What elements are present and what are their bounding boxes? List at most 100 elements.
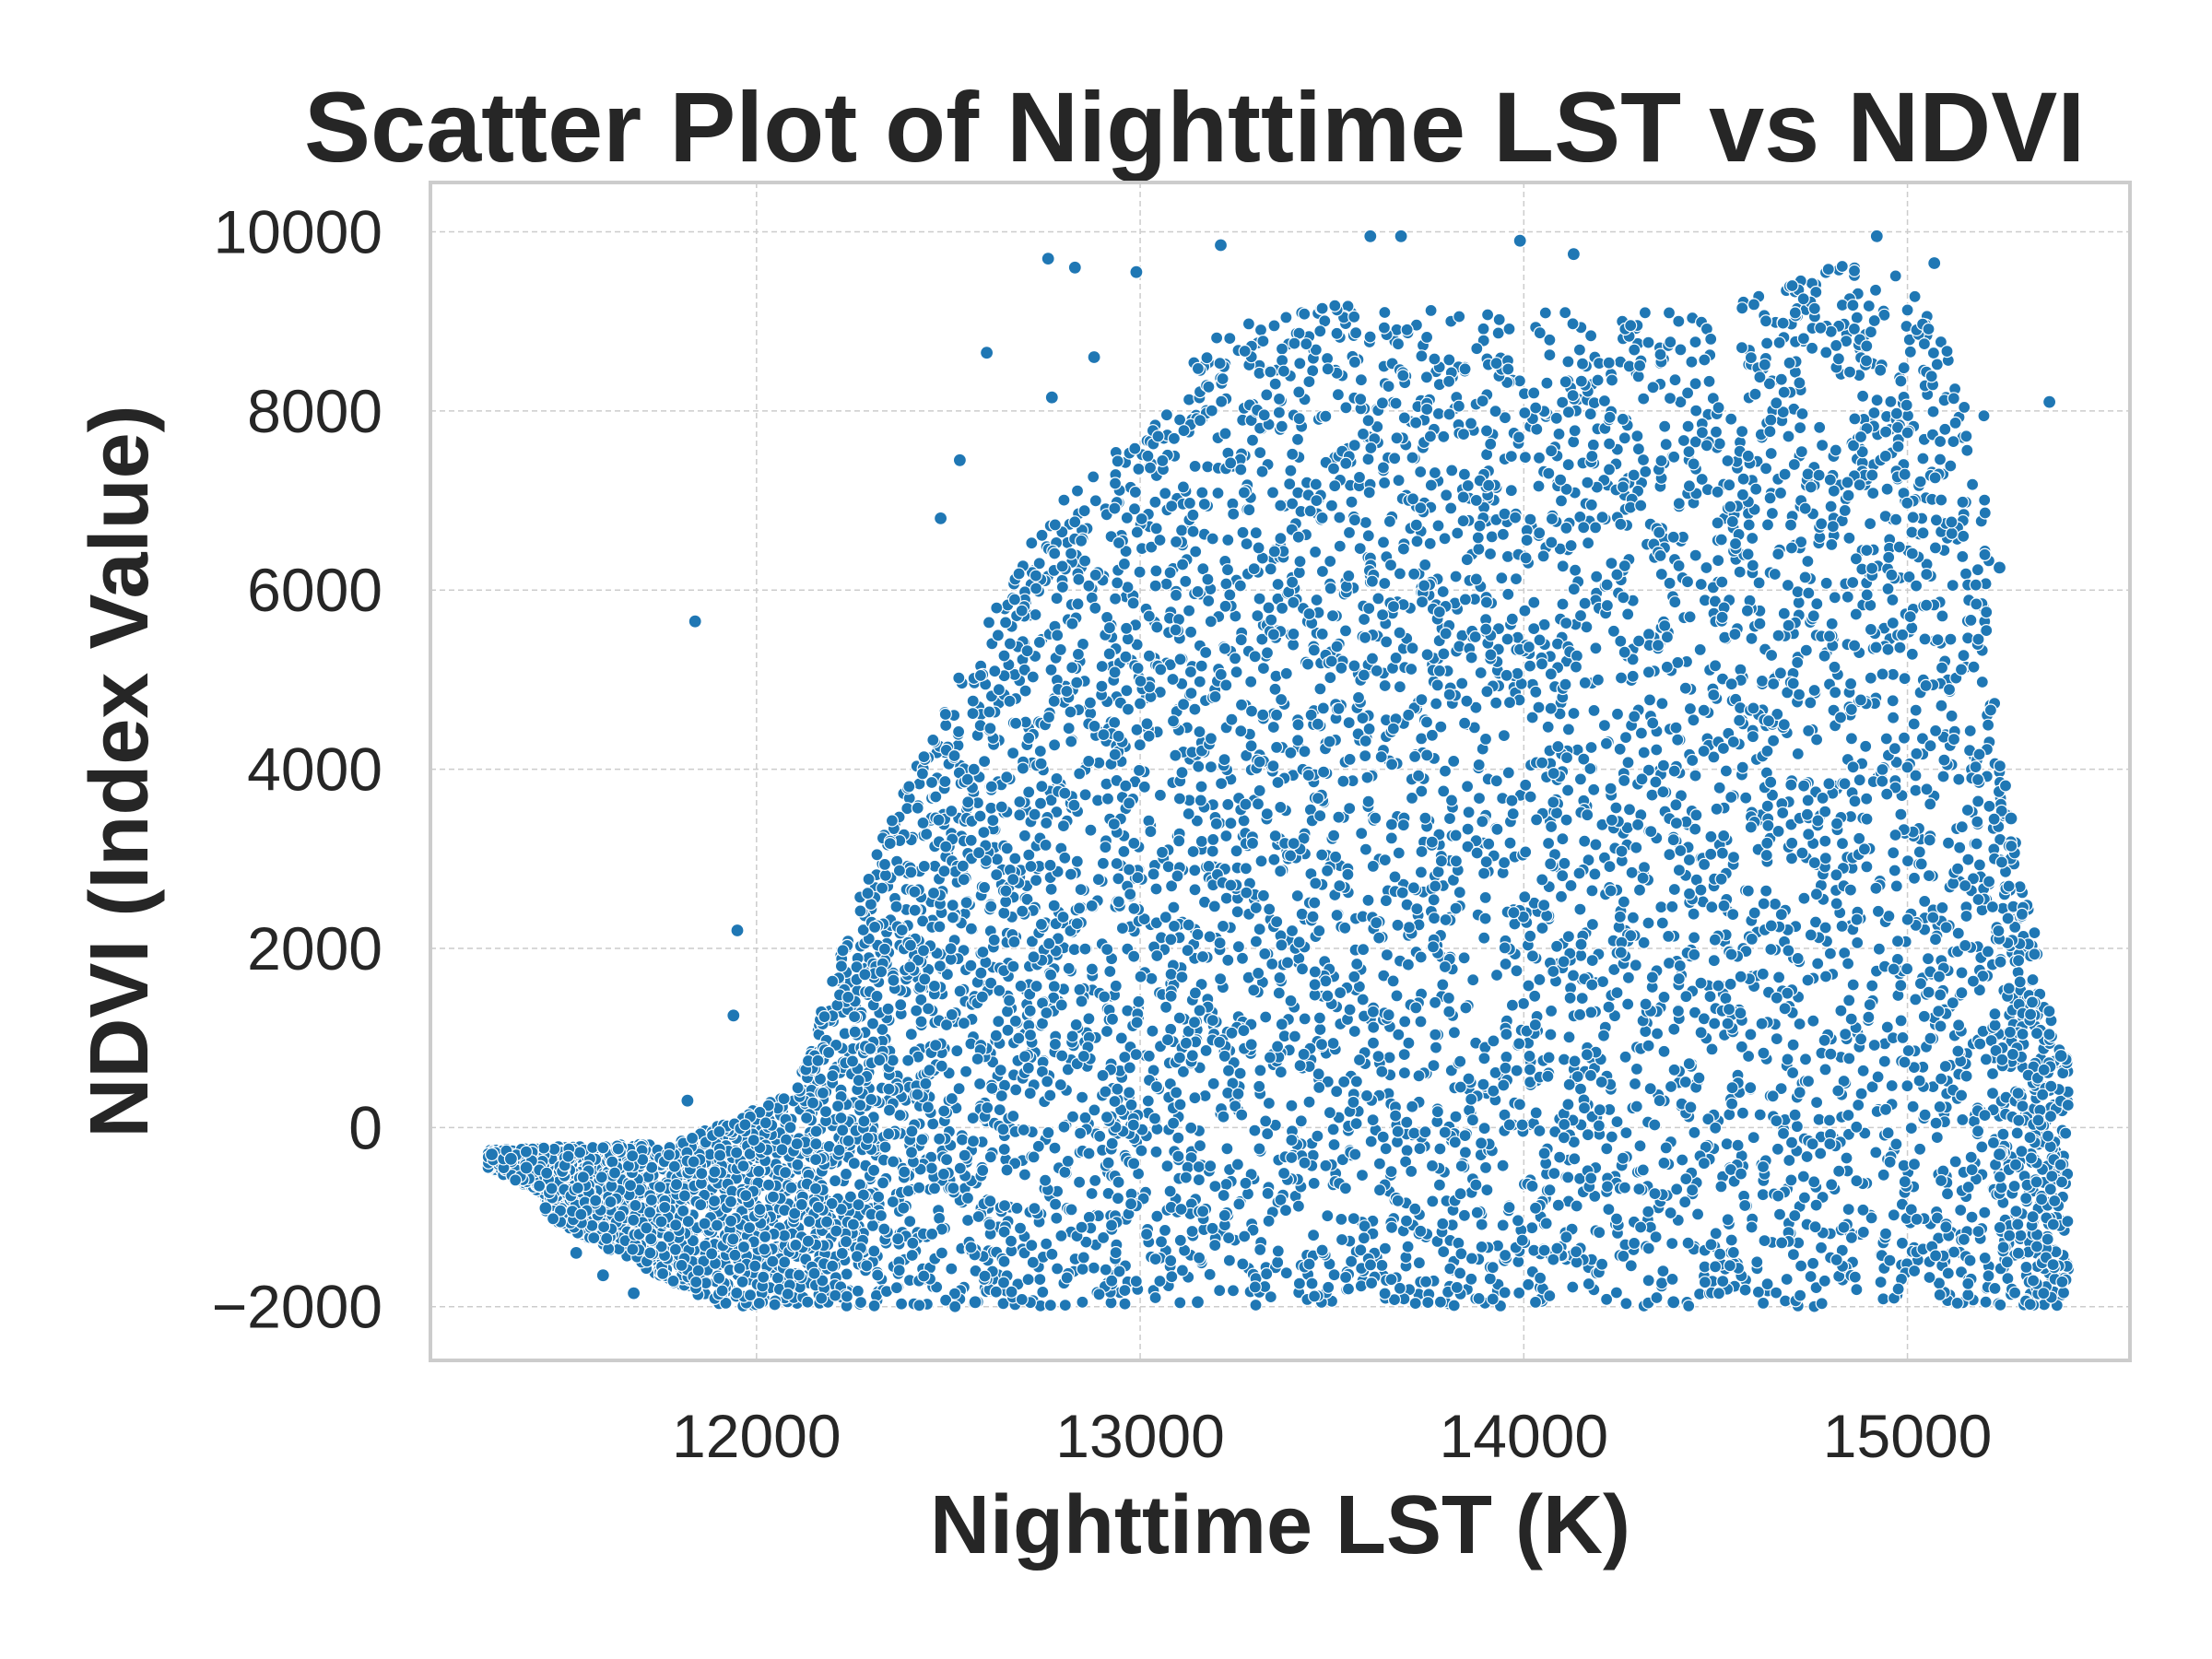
- scatter-point: [1864, 622, 1878, 637]
- scatter-point: [1275, 342, 1289, 356]
- scatter-point: [1357, 612, 1371, 627]
- scatter-point: [1406, 881, 1421, 895]
- scatter-point: [1656, 759, 1671, 772]
- scatter-point: [1785, 836, 1799, 850]
- scatter-point: [1478, 1160, 1493, 1175]
- scatter-point: [1240, 536, 1253, 551]
- scatter-point: [1639, 1024, 1653, 1039]
- scatter-point: [1253, 592, 1266, 606]
- scatter-point: [1263, 902, 1277, 916]
- scatter-point: [1913, 1142, 1927, 1156]
- scatter-point: [1500, 549, 1515, 564]
- scatter-point: [1247, 983, 1261, 997]
- scatter-point: [1029, 607, 1042, 622]
- scatter-point: [1978, 1206, 1992, 1219]
- scatter-point: [1133, 697, 1147, 711]
- scatter-point: [1265, 486, 1280, 500]
- scatter-point: [1683, 701, 1698, 716]
- scatter-point: [1822, 1113, 1837, 1127]
- scatter-point: [1290, 888, 1304, 903]
- scatter-point: [1327, 1268, 1341, 1282]
- scatter-point: [1453, 310, 1466, 324]
- scatter-point: [1561, 355, 1575, 369]
- scatter-point: [1630, 429, 1644, 443]
- scatter-point: [1414, 465, 1428, 479]
- scatter-point: [1549, 939, 1564, 953]
- scatter-point: [1050, 1262, 1065, 1276]
- scatter-point: [926, 1117, 940, 1131]
- scatter-point: [1693, 642, 1707, 657]
- scatter-point: [1562, 1030, 1576, 1044]
- scatter-point: [1166, 1116, 1181, 1130]
- scatter-point: [1770, 1031, 1783, 1046]
- scatter-point: [1679, 990, 1693, 1004]
- scatter-point: [1848, 794, 1862, 808]
- scatter-point: [1371, 419, 1384, 434]
- scatter-point: [1149, 564, 1163, 578]
- scatter-point: [992, 1015, 1006, 1029]
- scatter-point: [1688, 335, 1702, 349]
- scatter-point: [1934, 434, 1947, 449]
- scatter-point: [1073, 982, 1087, 996]
- scatter-point: [1557, 1053, 1571, 1066]
- scatter-point: [1364, 1135, 1378, 1148]
- scatter-point: [1870, 394, 1884, 407]
- scatter-point: [1665, 1236, 1679, 1251]
- scatter-point: [1255, 632, 1269, 646]
- scatter-point: [1824, 500, 1838, 513]
- scatter-point: [1260, 646, 1275, 660]
- scatter-point: [1953, 841, 1967, 854]
- scatter-point: [1753, 1108, 1767, 1122]
- scatter-point: [1164, 879, 1179, 893]
- scatter-point: [1286, 638, 1300, 652]
- scatter-point: [1192, 1172, 1206, 1187]
- scatter-point: [1267, 853, 1281, 866]
- scatter-point: [1630, 1062, 1644, 1077]
- scatter-point: [1298, 307, 1312, 321]
- scatter-point: [1511, 1214, 1525, 1228]
- scatter-point: [1043, 968, 1058, 982]
- scatter-point: [1211, 486, 1225, 500]
- scatter-point: [1841, 1108, 1855, 1123]
- scatter-point: [1890, 935, 1905, 948]
- scatter-point: [1428, 995, 1442, 1009]
- scatter-point: [1972, 858, 1986, 872]
- scatter-point: [1733, 565, 1747, 579]
- scatter-point: [1424, 303, 1438, 317]
- scatter-point: [1222, 1253, 1237, 1267]
- scatter-point: [1668, 373, 1682, 387]
- scatter-point: [2028, 925, 2041, 940]
- scatter-point: [1966, 477, 1980, 491]
- scatter-point: [1842, 365, 1857, 379]
- scatter-point: [1235, 951, 1250, 965]
- scatter-point: [1313, 1022, 1327, 1037]
- scatter-point: [1461, 822, 1475, 836]
- scatter-point: [1191, 361, 1206, 375]
- scatter-point: [1765, 506, 1780, 521]
- scatter-point: [1190, 814, 1205, 828]
- scatter-point: [1787, 457, 1801, 472]
- scatter-point: [1768, 567, 1782, 582]
- scatter-point: [1650, 1290, 1664, 1305]
- scatter-point: [1279, 311, 1293, 324]
- scatter-point: [1909, 783, 1923, 797]
- scatter-point: [1397, 1047, 1411, 1062]
- scatter-point: [1854, 1087, 1868, 1100]
- scatter-point: [1955, 986, 1969, 1000]
- scatter-point: [1887, 1208, 1900, 1222]
- scatter-point: [1540, 376, 1554, 390]
- scatter-point: [1182, 496, 1197, 511]
- scatter-point: [1975, 1140, 1989, 1154]
- scatter-point: [1148, 495, 1162, 509]
- scatter-point: [1359, 748, 1372, 763]
- scatter-point: [1339, 401, 1353, 415]
- scatter-point: [1201, 460, 1215, 474]
- scatter-point: [1584, 1006, 1598, 1019]
- scatter-point: [878, 1140, 892, 1154]
- scatter-point: [1512, 374, 1527, 388]
- scatter-point: [1658, 419, 1672, 433]
- scatter-point: [1888, 269, 1902, 283]
- scatter-point: [1874, 1275, 1888, 1289]
- scatter-point: [1581, 536, 1595, 550]
- scatter-point: [1347, 1024, 1361, 1039]
